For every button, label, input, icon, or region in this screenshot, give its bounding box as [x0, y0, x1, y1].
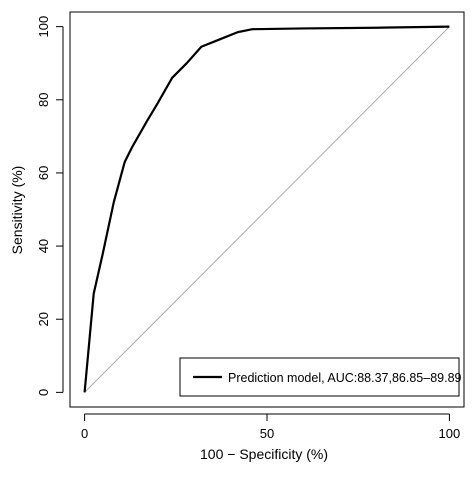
y-tick-label: 40: [36, 239, 51, 253]
x-tick-label: 0: [81, 426, 88, 441]
legend-box: [179, 357, 460, 397]
reference-diagonal-line: [84, 26, 450, 393]
plot-frame: [69, 11, 465, 408]
x-tick-label: 50: [260, 426, 274, 441]
roc-curve-line: [83, 25, 450, 393]
y-tick-label: 0: [36, 389, 51, 396]
y-tick-label: 100: [36, 16, 51, 38]
y-tick-label: 60: [36, 166, 51, 180]
legend: Prediction model, AUC:88.37,86.85–89.89: [179, 357, 462, 397]
y-tick-label: 80: [36, 93, 51, 107]
y-tick-label: 20: [36, 312, 51, 326]
x-tick-label: 100: [439, 426, 461, 441]
x-axis-label: 100 − Specificity (%): [200, 446, 328, 462]
legend-label: Prediction model, AUC:88.37,86.85–89.89: [228, 371, 462, 385]
y-axis-label: Sensitivity (%): [9, 166, 25, 255]
